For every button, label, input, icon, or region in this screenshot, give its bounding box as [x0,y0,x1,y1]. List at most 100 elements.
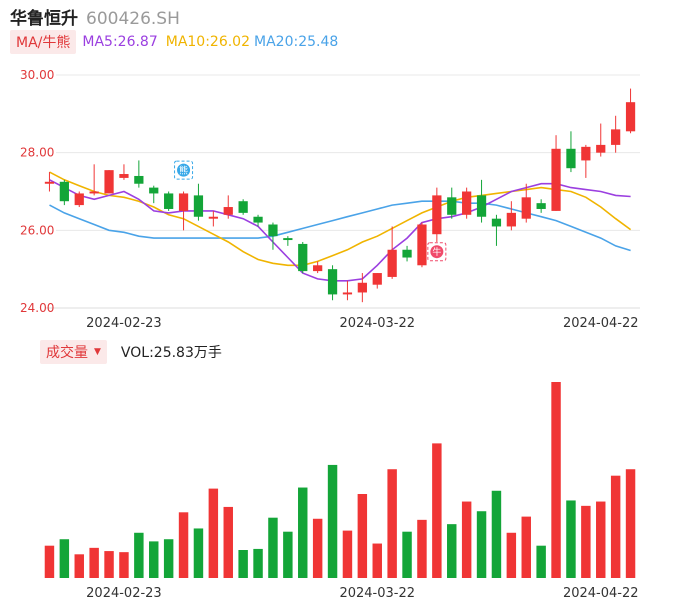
volume-bar [596,501,606,578]
stock-header: 华鲁恒升 600426.SH [10,4,180,29]
candle-body [611,129,621,145]
caret-down-icon: ▼ [94,347,101,357]
bull-marker-badge [430,245,444,259]
volume-bar [417,519,427,578]
volume-bar [208,488,219,578]
volume-legend: 成交量 ▼ VOL:25.83万手 [40,340,222,364]
x-tick-label: 2024-02-23 [86,316,162,331]
ma-legend: MA/牛熊 MA5:26.87 MA10:26.02 MA20:25.48 [10,30,339,54]
y-tick-label: 26.00 [20,223,54,237]
stock-code: 600426.SH [86,9,180,29]
candle-body [357,282,367,293]
date-axis-labels: 2024-02-23 2024-02-23 2024-03-22 2024-03-22… [86,316,638,601]
signal-markers: 熊牛 [174,160,447,262]
candle-body [417,224,427,266]
volume-bar [178,512,189,578]
volume-value: VOL:25.83万手 [120,345,222,361]
volume-bar [104,551,114,578]
candle-body [372,273,382,285]
candle-body [178,193,189,211]
bear-marker-label: 熊 [179,165,188,177]
volume-bars [44,382,636,578]
bull-marker: 牛 [427,242,447,262]
volume-bar [253,548,263,578]
candle-body [327,269,338,295]
candle-body [462,191,472,215]
volume-bar [312,518,323,578]
volume-bar [432,443,442,578]
ma20-value: MA20:25.48 [254,34,339,50]
bear-marker-frame [174,160,194,180]
volume-bar [491,490,502,578]
candle-body [313,265,323,272]
volume-indicator-label: 成交量 [46,345,88,361]
candle-body [238,201,248,213]
candle-body [74,193,84,206]
volume-bar [387,469,397,578]
volume-bar [402,531,412,578]
candle-body [491,218,502,227]
volume-bar [461,501,472,578]
x-tick-label: 2024-04-22 [563,316,639,331]
candle-body [298,243,308,272]
volume-bar [283,531,293,578]
volume-bar [268,517,278,578]
volume-bar [327,464,338,578]
volume-bar [551,382,561,578]
bear-marker-badge [177,163,191,177]
x-tick-label: 2024-04-22 [563,586,639,601]
candle-body [223,207,233,215]
candle-body [164,193,174,209]
candle-body [283,238,293,241]
candle-body [625,102,636,132]
ma-bull-bear-button[interactable]: MA/牛熊 [10,30,77,54]
candle-body [551,148,561,211]
candle-body [44,181,55,184]
candle-body [119,174,129,178]
stock-name: 华鲁恒升 [10,9,78,29]
candle-body [402,249,412,258]
candle-body [59,181,69,202]
ma5-value: MA5:26.87 [82,34,158,50]
volume-bar [149,541,159,578]
volume-bar [134,532,144,578]
volume-bar [163,539,174,578]
y-tick-label: 30.00 [20,68,54,82]
y-tick-label: 24.00 [20,301,54,315]
ma20-line [49,200,631,252]
volume-bar [223,506,233,578]
volume-bar [625,469,636,578]
ma10-value: MA10:26.02 [165,34,251,50]
candle-body [596,144,606,153]
candle-body [506,212,516,227]
candle-body [521,197,531,219]
candle-body [89,191,99,194]
x-tick-label: 2024-02-23 [86,586,162,601]
volume-bar [74,554,84,578]
candle-body [193,195,204,217]
volume-bar [581,505,591,578]
candlestick-series [44,88,636,303]
price-grid [46,74,640,309]
candle-body [581,146,591,161]
volume-bar [59,539,70,578]
volume-bar [44,545,55,578]
ma5-line [49,179,631,282]
volume-bar [89,547,99,578]
candle-body [342,292,353,295]
volume-bar [610,475,621,578]
volume-bar [372,543,382,578]
candle-body [447,197,457,215]
x-tick-label: 2024-03-22 [339,586,415,601]
volume-bar [193,528,204,578]
candle-body [149,187,159,194]
volume-indicator-dropdown[interactable]: 成交量 ▼ [40,340,107,364]
bull-marker-frame [427,242,447,262]
candle-body [387,249,397,277]
candle-body [134,175,144,184]
candle-body [253,216,263,223]
x-tick-label: 2024-03-22 [339,316,415,331]
y-tick-label: 28.00 [20,146,54,160]
volume-bar [238,550,248,578]
